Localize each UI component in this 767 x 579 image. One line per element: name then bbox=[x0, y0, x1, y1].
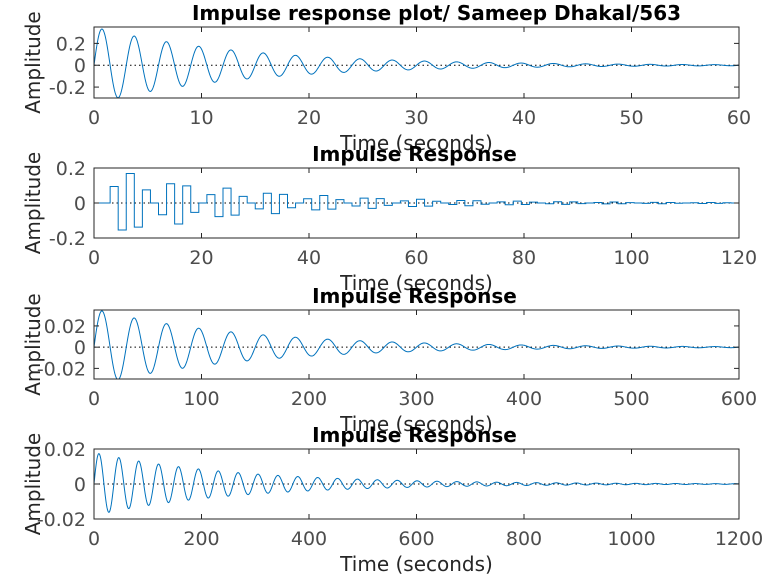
x-tick-label: 20 bbox=[297, 107, 321, 129]
x-tick-label: 40 bbox=[512, 107, 536, 129]
response-line bbox=[94, 310, 739, 379]
x-axis-label: Time (seconds) bbox=[339, 271, 493, 295]
x-tick-label: 400 bbox=[291, 528, 327, 550]
subplot-title: Impulse Response bbox=[312, 142, 517, 166]
y-tick-label: -0.2 bbox=[49, 77, 86, 99]
x-tick-label: 1200 bbox=[715, 528, 763, 550]
x-axis-label: Time (seconds) bbox=[339, 412, 493, 436]
plot-area bbox=[94, 27, 739, 98]
x-axis-label: Time (seconds) bbox=[339, 552, 493, 576]
x-axis-label: Time (seconds) bbox=[339, 131, 493, 155]
x-tick-label: 60 bbox=[404, 247, 428, 269]
x-tick-label: 50 bbox=[619, 107, 643, 129]
subplot-title: Impulse Response bbox=[312, 423, 517, 447]
x-tick-label: 100 bbox=[613, 247, 649, 269]
x-tick-label: 200 bbox=[291, 388, 327, 410]
x-tick-label: 400 bbox=[506, 388, 542, 410]
x-tick-label: 0 bbox=[88, 107, 100, 129]
x-tick-label: 200 bbox=[183, 528, 219, 550]
x-tick-label: 0 bbox=[88, 247, 100, 269]
y-tick-label: -0.2 bbox=[49, 228, 86, 250]
y-axis-label: Amplitude bbox=[21, 293, 45, 396]
x-tick-label: 300 bbox=[398, 388, 434, 410]
x-tick-label: 40 bbox=[297, 247, 321, 269]
subplot-title: Impulse response plot/ Sameep Dhakal/563 bbox=[192, 1, 681, 25]
y-tick-label: 0.02 bbox=[44, 439, 86, 461]
y-tick-label: -0.02 bbox=[37, 509, 86, 531]
x-tick-label: 600 bbox=[721, 388, 757, 410]
plot-area bbox=[94, 310, 739, 379]
x-tick-label: 80 bbox=[512, 247, 536, 269]
y-tick-label: 0 bbox=[74, 193, 86, 215]
y-tick-label: 0.2 bbox=[56, 33, 86, 55]
x-tick-label: 120 bbox=[721, 247, 757, 269]
x-tick-label: 0 bbox=[88, 528, 100, 550]
x-tick-label: 20 bbox=[189, 247, 213, 269]
y-tick-label: 0 bbox=[74, 55, 86, 77]
x-tick-label: 10 bbox=[189, 107, 213, 129]
response-line bbox=[94, 452, 739, 513]
x-tick-label: 30 bbox=[404, 107, 428, 129]
subplot-title: Impulse Response bbox=[312, 284, 517, 308]
y-tick-label: -0.02 bbox=[37, 358, 86, 380]
x-tick-label: 500 bbox=[613, 388, 649, 410]
y-axis-label: Amplitude bbox=[21, 11, 45, 114]
y-axis-label: Amplitude bbox=[21, 433, 45, 536]
response-line bbox=[94, 28, 739, 98]
x-tick-label: 100 bbox=[183, 388, 219, 410]
y-tick-label: 0.2 bbox=[56, 158, 86, 180]
x-tick-label: 600 bbox=[398, 528, 434, 550]
x-tick-label: 1000 bbox=[607, 528, 655, 550]
response-line bbox=[94, 173, 739, 231]
y-tick-label: 0 bbox=[74, 474, 86, 496]
x-tick-label: 800 bbox=[506, 528, 542, 550]
y-tick-label: 0 bbox=[74, 337, 86, 359]
y-axis-label: Amplitude bbox=[21, 152, 45, 255]
x-tick-label: 60 bbox=[727, 107, 751, 129]
x-tick-label: 0 bbox=[88, 388, 100, 410]
y-tick-label: 0.02 bbox=[44, 316, 86, 338]
